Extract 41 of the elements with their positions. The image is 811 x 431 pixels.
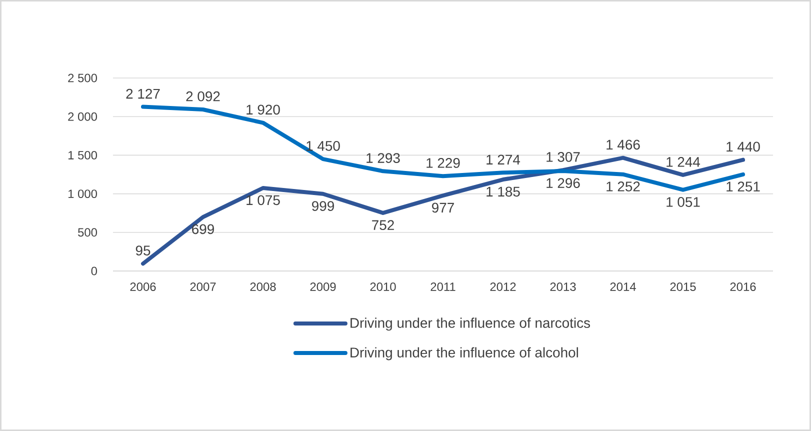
- data-label: 1 466: [606, 140, 640, 150]
- data-label: 1 252: [606, 182, 640, 192]
- x-tick-label: 2014: [610, 282, 636, 291]
- data-label: 1 051: [666, 197, 700, 207]
- data-label: 1 274: [486, 154, 520, 164]
- y-tick-label: 1 500: [68, 150, 98, 160]
- data-label: 1 229: [426, 158, 460, 168]
- x-tick-label: 2012: [490, 282, 516, 291]
- x-tick-label: 2008: [250, 282, 276, 291]
- data-label: 1 296: [546, 178, 580, 188]
- x-tick-label: 2006: [130, 282, 156, 291]
- data-label: 1 251: [726, 182, 760, 192]
- data-label: 1 450: [306, 140, 340, 151]
- data-label: 1 293: [366, 153, 400, 163]
- x-tick-label: 2010: [370, 282, 396, 291]
- x-tick-label: 2016: [730, 282, 756, 291]
- legend-label: Driving under the influence of alcohol: [350, 347, 578, 360]
- data-label: 1 185: [486, 186, 520, 197]
- y-tick-label: 0: [91, 266, 98, 276]
- data-label: 1 244: [666, 157, 700, 167]
- data-label: 1 440: [726, 142, 760, 152]
- data-label: 2 127: [126, 88, 160, 99]
- x-tick-label: 2011: [430, 282, 456, 291]
- data-label: 2 092: [186, 91, 220, 102]
- x-tick-label: 2015: [670, 282, 696, 291]
- y-tick-label: 500: [78, 228, 98, 237]
- data-label: 977: [432, 202, 454, 213]
- x-tick-label: 2013: [550, 282, 576, 291]
- data-label: 1 920: [246, 104, 280, 115]
- data-label: 752: [372, 220, 394, 230]
- y-tick-label: 2 500: [68, 74, 98, 82]
- data-label: 999: [312, 201, 334, 211]
- data-label: 699: [192, 224, 214, 234]
- x-tick-label: 2007: [190, 282, 216, 291]
- legend-label: Driving under the influence of narcotics: [350, 318, 590, 331]
- data-label: 1 307: [546, 152, 580, 162]
- data-label: 95: [136, 246, 150, 256]
- x-tick-label: 2009: [310, 282, 336, 291]
- y-tick-label: 1 000: [68, 190, 98, 198]
- data-label: 1 075: [246, 195, 280, 206]
- y-tick-label: 2 000: [68, 112, 98, 121]
